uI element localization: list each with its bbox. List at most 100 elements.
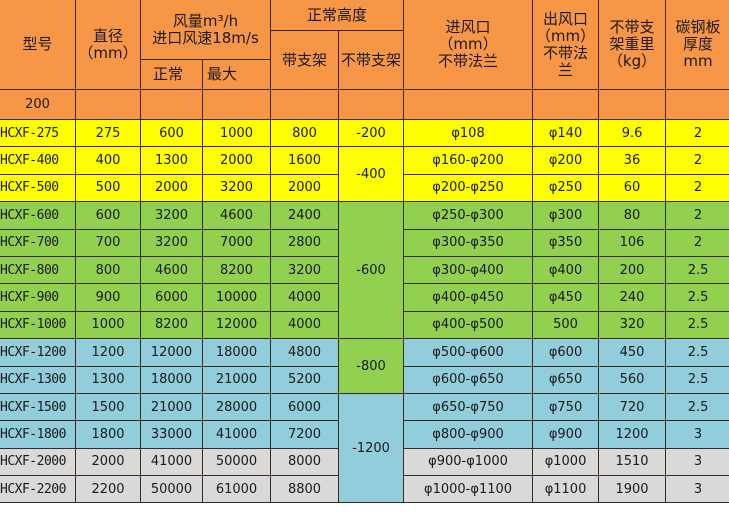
airflow-max-cell: 7000 bbox=[201, 228, 272, 257]
inlet-cell: φ600-φ650 bbox=[403, 365, 534, 394]
header-diameter: 直径 （mm） bbox=[75, 0, 141, 90]
table-row: HCXF-500 500 2000 3200 2000 φ200-φ250 φ250 60 2 bbox=[0, 173, 729, 203]
outlet-cell: φ300 bbox=[532, 201, 600, 230]
diameter-cell: 700 bbox=[75, 228, 141, 257]
diameter-cell: 800 bbox=[75, 255, 141, 285]
airflow-normal-cell: 2000 bbox=[140, 173, 203, 203]
airflow-max-cell: 50000 bbox=[201, 447, 272, 477]
weight-cell: 106 bbox=[598, 228, 667, 257]
weight-cell: 36 bbox=[598, 146, 667, 175]
header-weight-label2: 架重里 bbox=[609, 35, 655, 53]
inlet-cell: φ400-φ450 bbox=[403, 283, 534, 312]
outlet-cell: 500 bbox=[532, 310, 600, 340]
table-row: HCXF-1000 1000 8200 12000 4000 φ400-φ500 500 32… bbox=[0, 310, 729, 340]
model-cell: HCXF-2200 bbox=[0, 475, 76, 504]
inlet-cell: φ400-φ500 bbox=[403, 310, 534, 340]
airflow-max-cell: 41000 bbox=[201, 420, 272, 449]
header-without-stand: 不带支架 bbox=[338, 30, 405, 90]
model-cell: HCXF-1000 bbox=[0, 310, 76, 340]
height-without-stand-cell: -400 bbox=[338, 146, 405, 203]
header-airflow-label: 风量m³/h bbox=[172, 11, 239, 30]
airflow-normal-cell: 50000 bbox=[140, 475, 203, 504]
header-model: 型号 bbox=[0, 0, 76, 90]
outlet-cell: φ450 bbox=[532, 283, 600, 312]
airflow-max-cell: 18000 bbox=[201, 338, 272, 367]
header-height: 正常高度 bbox=[270, 0, 405, 31]
diameter-cell: 1800 bbox=[75, 420, 141, 449]
airflow-max-cell: 2000 bbox=[201, 146, 272, 175]
header-airflow-sub: 进口风速18m/s bbox=[152, 28, 259, 47]
height-with-stand-cell: 4800 bbox=[270, 338, 340, 367]
header-plate-label: 碳钢板 bbox=[675, 18, 721, 36]
size-row-cell bbox=[75, 89, 141, 120]
inlet-cell: φ300-φ350 bbox=[403, 228, 534, 257]
header-outlet-note: 不带法 bbox=[543, 43, 589, 62]
airflow-normal-cell: 3200 bbox=[140, 228, 203, 257]
airflow-normal-cell: 600 bbox=[140, 118, 203, 148]
header-plate-unit: mm bbox=[683, 52, 713, 70]
plate-thickness-cell: 2.5 bbox=[665, 255, 729, 285]
fan-spec-table: 型号 直径 （mm） 风量m³/h 进口风速18m/s 正常高度 进风口 （mm） 不带… bbox=[0, 0, 729, 504]
height-with-stand-cell: 1600 bbox=[270, 146, 340, 175]
header-weight: 不带支 架重里 （kg） bbox=[598, 0, 667, 90]
height-with-stand-cell: 8000 bbox=[270, 447, 340, 477]
plate-thickness-cell: 2.5 bbox=[665, 310, 729, 340]
diameter-cell: 2000 bbox=[75, 447, 141, 477]
airflow-normal-cell: 3200 bbox=[140, 201, 203, 230]
airflow-normal-cell: 1300 bbox=[140, 146, 203, 175]
header-diameter-label: 直径 bbox=[92, 26, 123, 45]
header-airflow-max: 最大 bbox=[201, 59, 272, 90]
model-cell: HCXF-800 bbox=[0, 255, 76, 285]
diameter-cell: 600 bbox=[75, 201, 141, 230]
plate-thickness-cell: 3 bbox=[665, 475, 729, 504]
size-row-cell bbox=[338, 89, 405, 120]
model-cell: HCXF-275 bbox=[0, 118, 76, 148]
airflow-max-cell: 10000 bbox=[201, 283, 272, 312]
diameter-cell: 1000 bbox=[75, 310, 141, 340]
height-with-stand-cell: 4000 bbox=[270, 283, 340, 312]
header-outlet-note2: 兰 bbox=[558, 60, 574, 79]
airflow-normal-cell: 4600 bbox=[140, 255, 203, 285]
height-with-stand-cell: 7200 bbox=[270, 420, 340, 449]
airflow-normal-cell: 8200 bbox=[140, 310, 203, 340]
weight-cell: 1200 bbox=[598, 420, 667, 449]
height-with-stand-cell: 5200 bbox=[270, 365, 340, 394]
airflow-max-cell: 28000 bbox=[201, 392, 272, 422]
inlet-cell: φ900-φ1000 bbox=[403, 447, 534, 477]
outlet-cell: φ900 bbox=[532, 420, 600, 449]
airflow-normal-cell: 12000 bbox=[140, 338, 203, 367]
table-row: HCXF-275 275 600 1000 800 -200 φ108 φ140 9.6 2 bbox=[0, 118, 729, 148]
outlet-cell: φ750 bbox=[532, 392, 600, 422]
weight-cell: 320 bbox=[598, 310, 667, 340]
weight-cell: 1900 bbox=[598, 475, 667, 504]
header-outlet-label: 出风口 bbox=[543, 9, 589, 28]
plate-thickness-cell: 2 bbox=[665, 118, 729, 148]
plate-thickness-cell: 3 bbox=[665, 420, 729, 449]
outlet-cell: φ350 bbox=[532, 228, 600, 257]
model-cell: HCXF-1200 bbox=[0, 338, 76, 367]
diameter-cell: 1200 bbox=[75, 338, 141, 367]
inlet-cell: φ108 bbox=[403, 118, 534, 148]
airflow-normal-cell: 33000 bbox=[140, 420, 203, 449]
header-inlet-unit: （mm） bbox=[438, 35, 498, 53]
header-weight-unit: （kg） bbox=[607, 52, 657, 70]
airflow-normal-cell: 6000 bbox=[140, 283, 203, 312]
table-row: HCXF-600 600 3200 4600 2400 -600 φ250-φ300 φ300… bbox=[0, 201, 729, 340]
airflow-max-cell: 1000 bbox=[201, 118, 272, 148]
table-row: HCXF-400 400 1300 2000 1600 -400 φ160-φ200 φ200… bbox=[0, 146, 729, 203]
table-row: HCXF-900 900 6000 10000 4000 φ400-φ450 φ450 240… bbox=[0, 283, 729, 312]
size-row-cell bbox=[201, 89, 272, 120]
diameter-cell: 900 bbox=[75, 283, 141, 312]
header-plate: 碳钢板 厚度 mm bbox=[665, 0, 729, 90]
height-without-stand-cell: -1200 bbox=[338, 392, 405, 504]
weight-cell: 1510 bbox=[598, 447, 667, 477]
header-diameter-unit: （mm） bbox=[78, 43, 138, 62]
plate-thickness-cell: 2.5 bbox=[665, 283, 729, 312]
height-with-stand-cell: 2400 bbox=[270, 201, 340, 230]
outlet-cell: φ600 bbox=[532, 338, 600, 367]
airflow-max-cell: 21000 bbox=[201, 365, 272, 394]
height-without-stand-cell: -600 bbox=[338, 201, 405, 340]
table-row: HCXF-2200 2200 50000 61000 8800 φ1000-φ1100 φ1… bbox=[0, 475, 729, 504]
inlet-cell: φ1000-φ1100 bbox=[403, 475, 534, 504]
diameter-cell: 2200 bbox=[75, 475, 141, 504]
